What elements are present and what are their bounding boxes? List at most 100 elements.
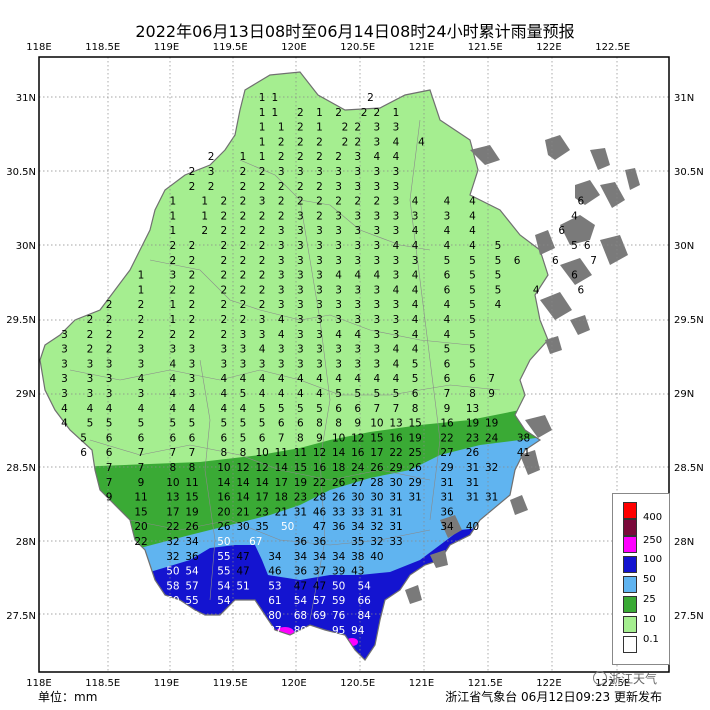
legend-swatch-25 xyxy=(623,576,637,593)
station-value: 5 xyxy=(469,284,476,296)
station-value: 2 xyxy=(189,240,196,252)
station-value: 2 xyxy=(221,284,228,296)
station-value: 19 xyxy=(485,418,498,430)
station-value: 4 xyxy=(87,403,94,415)
station-value: 3 xyxy=(61,373,68,385)
station-value: 3 xyxy=(297,314,304,326)
station-value: 6 xyxy=(444,358,451,370)
station-value: 2 xyxy=(106,299,113,311)
station-value: 6 xyxy=(578,284,585,296)
station-value: 2 xyxy=(189,166,196,178)
station-value: 3 xyxy=(393,181,400,193)
station-value: 4 xyxy=(240,373,247,385)
station-value: 6 xyxy=(469,373,476,385)
station-value: 60 xyxy=(166,595,179,607)
station-value: 4 xyxy=(106,403,113,415)
legend-swatch-0.1 xyxy=(623,616,637,633)
station-value: 2 xyxy=(221,329,228,341)
station-value: 4 xyxy=(469,210,476,222)
station-value: 2 xyxy=(297,122,304,134)
station-value: 4 xyxy=(418,136,425,148)
station-value: 38 xyxy=(351,551,364,563)
station-value: 3 xyxy=(374,181,381,193)
station-value: 3 xyxy=(189,344,196,356)
station-value: 9 xyxy=(106,492,113,504)
station-value: 40 xyxy=(466,521,479,533)
station-value: 2 xyxy=(240,181,247,193)
station-value: 31 xyxy=(466,477,479,489)
station-value: 3 xyxy=(297,210,304,222)
station-value: 32 xyxy=(485,462,498,474)
station-value: 32 xyxy=(166,551,179,563)
station-value: 3 xyxy=(393,255,400,267)
station-value: 3 xyxy=(240,358,247,370)
station-value: 3 xyxy=(297,225,304,237)
station-value: 26 xyxy=(332,477,346,489)
station-value: 6 xyxy=(412,388,419,400)
station-value: 2 xyxy=(297,196,304,208)
station-value: 2 xyxy=(259,210,266,222)
station-value: 2 xyxy=(221,240,228,252)
station-value: 4 xyxy=(393,344,400,356)
station-value: 4 xyxy=(444,314,451,326)
station-value: 4 xyxy=(412,225,419,237)
station-value: 29 xyxy=(408,477,421,489)
station-value: 36 xyxy=(332,521,346,533)
station-value: 6 xyxy=(106,432,113,444)
station-value: 3 xyxy=(374,225,381,237)
station-value: 1 xyxy=(170,196,177,208)
station-value: 3 xyxy=(61,344,68,356)
station-value: 3 xyxy=(297,166,304,178)
station-value: 7 xyxy=(106,462,113,474)
station-value: 5 xyxy=(316,403,323,415)
station-value: 2 xyxy=(189,329,196,341)
station-value: 4 xyxy=(374,151,381,163)
station-value: 5 xyxy=(469,329,476,341)
station-value: 3 xyxy=(335,358,342,370)
lat-tick-label: 30N xyxy=(16,241,36,252)
station-value: 1 xyxy=(316,107,323,119)
station-value: 1 xyxy=(272,92,279,104)
legend-label-50: 50 xyxy=(643,574,656,585)
station-value: 2 xyxy=(374,196,381,208)
station-value: 6 xyxy=(297,418,304,430)
station-value: 1 xyxy=(201,196,208,208)
station-value: 2 xyxy=(316,196,323,208)
station-value: 2 xyxy=(259,284,266,296)
station-value: 4 xyxy=(335,270,342,282)
lon-tick-label: 121.5E xyxy=(468,42,503,53)
station-value: 3 xyxy=(138,358,145,370)
station-value: 4 xyxy=(259,344,266,356)
station-value: 4 xyxy=(138,403,145,415)
station-value: 2 xyxy=(87,344,94,356)
station-value: 68 xyxy=(294,610,307,622)
station-value: 6 xyxy=(444,373,451,385)
station-value: 2 xyxy=(316,136,323,148)
station-value: 2 xyxy=(361,107,368,119)
station-value: 36 xyxy=(294,566,308,578)
station-value: 6 xyxy=(106,447,113,459)
station-value: 3 xyxy=(278,344,285,356)
station-value: 34 xyxy=(351,521,365,533)
station-value: 3 xyxy=(335,299,342,311)
station-value: 4 xyxy=(221,388,228,400)
station-value: 27 xyxy=(440,447,453,459)
station-value: 4 xyxy=(412,314,419,326)
legend-label-250: 250 xyxy=(643,535,663,546)
station-value: 27 xyxy=(351,477,364,489)
station-value: 1 xyxy=(272,107,279,119)
station-value: 13 xyxy=(389,418,402,430)
station-value: 30 xyxy=(236,521,249,533)
station-value: 8 xyxy=(240,447,247,459)
station-value: 12 xyxy=(313,447,326,459)
station-value: 2 xyxy=(240,270,247,282)
station-value: 2 xyxy=(138,299,145,311)
station-value: 5 xyxy=(495,240,502,252)
station-value: 4 xyxy=(170,373,177,385)
station-value: 1 xyxy=(170,299,177,311)
lon-tick-label: 121.5E xyxy=(468,678,503,689)
station-value: 7 xyxy=(488,373,495,385)
station-value: 8 xyxy=(335,418,342,430)
station-value: 10 xyxy=(332,432,345,444)
